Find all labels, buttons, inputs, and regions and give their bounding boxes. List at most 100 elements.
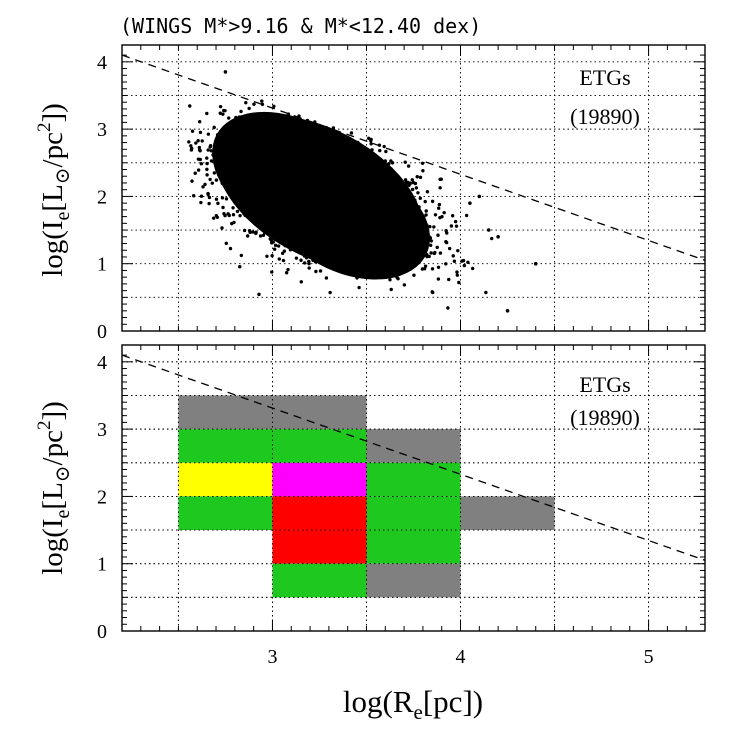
data-point	[299, 258, 303, 262]
data-point	[285, 149, 289, 153]
data-point	[272, 173, 277, 177]
data-point	[284, 222, 288, 226]
data-point	[401, 201, 405, 205]
data-point	[341, 155, 346, 159]
data-point	[230, 221, 234, 226]
data-point	[359, 247, 363, 251]
data-point	[297, 213, 302, 217]
data-point	[316, 173, 320, 177]
data-point	[220, 226, 224, 230]
data-point	[247, 178, 251, 183]
density-cell	[272, 462, 367, 497]
data-point	[296, 178, 300, 182]
data-point	[260, 206, 265, 210]
data-point	[340, 208, 344, 213]
data-point	[199, 162, 204, 166]
data-point	[348, 189, 352, 193]
data-point	[289, 160, 294, 165]
data-point	[338, 136, 342, 140]
data-point	[433, 213, 438, 217]
data-point	[350, 185, 354, 189]
density-cell	[366, 530, 461, 564]
data-point	[212, 171, 217, 175]
data-point	[382, 268, 387, 273]
data-point	[282, 206, 287, 210]
data-point	[323, 221, 327, 225]
data-point	[399, 247, 404, 252]
data-point	[197, 145, 202, 150]
data-point	[328, 290, 332, 295]
data-point	[371, 199, 375, 204]
data-point	[383, 247, 388, 251]
data-point	[389, 204, 394, 209]
data-point	[270, 151, 275, 156]
data-point	[277, 211, 282, 216]
data-point	[370, 241, 374, 246]
data-point	[196, 139, 200, 143]
data-point	[293, 170, 298, 174]
data-point	[268, 193, 272, 198]
data-point	[280, 219, 284, 223]
data-point	[275, 220, 279, 224]
data-point	[347, 241, 352, 245]
data-point	[231, 213, 236, 217]
data-point	[343, 176, 347, 181]
data-point	[421, 215, 426, 219]
data-point	[410, 178, 414, 182]
data-point	[326, 225, 331, 230]
data-point	[291, 207, 296, 212]
data-point	[320, 137, 324, 141]
data-point	[374, 273, 379, 277]
data-point	[353, 185, 358, 189]
data-point	[352, 235, 357, 240]
data-point	[333, 208, 337, 212]
data-point	[371, 234, 375, 239]
data-point	[349, 233, 354, 238]
data-point	[229, 143, 233, 147]
data-point	[389, 287, 393, 292]
data-point	[267, 191, 272, 195]
data-point	[389, 169, 394, 173]
data-point	[356, 245, 360, 250]
data-point	[380, 254, 384, 259]
data-point	[435, 245, 439, 250]
data-point	[404, 210, 408, 214]
data-point	[327, 222, 332, 226]
data-point	[383, 244, 387, 248]
data-point	[331, 179, 336, 184]
data-point	[289, 133, 294, 138]
data-point	[260, 102, 265, 107]
data-point	[238, 265, 242, 269]
data-point	[375, 157, 380, 162]
data-point	[362, 174, 366, 178]
data-point	[281, 221, 285, 226]
data-point	[242, 228, 247, 233]
data-point	[423, 199, 427, 204]
data-point	[301, 206, 306, 211]
data-point	[271, 144, 275, 148]
data-point	[349, 181, 353, 185]
panel-count: (19890)	[570, 104, 640, 129]
data-point	[351, 247, 355, 252]
data-point	[362, 199, 367, 203]
data-point	[302, 132, 307, 137]
data-point	[299, 204, 304, 208]
data-point	[333, 173, 338, 178]
data-point	[449, 224, 454, 228]
data-point	[341, 228, 345, 232]
data-point	[363, 185, 367, 190]
data-point	[339, 167, 343, 172]
data-point	[316, 142, 321, 146]
data-point	[385, 207, 390, 212]
data-point	[312, 147, 317, 151]
data-point	[296, 223, 300, 228]
data-point	[389, 187, 394, 191]
data-point	[328, 243, 333, 248]
data-point	[292, 163, 296, 167]
data-point	[336, 221, 341, 225]
data-point	[393, 213, 398, 217]
data-point	[317, 154, 321, 158]
data-point	[267, 165, 271, 170]
data-point	[327, 136, 331, 140]
data-point	[414, 216, 418, 220]
